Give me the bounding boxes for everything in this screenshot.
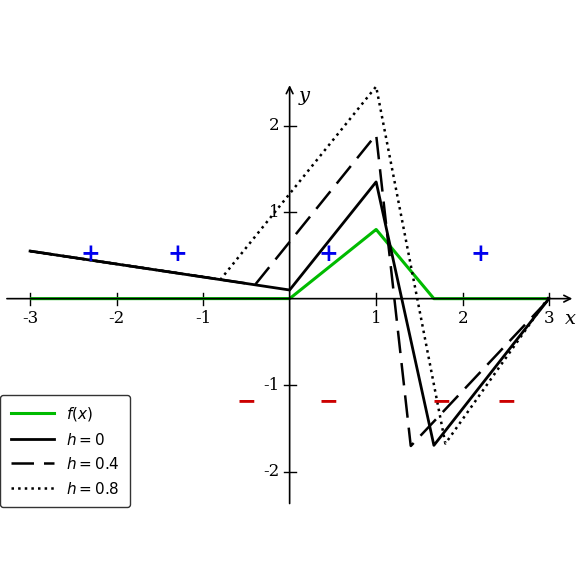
Legend: $f(x)$, $h = 0$, $h = 0.4$, $h = 0.8$: $f(x)$, $h = 0$, $h = 0.4$, $h = 0.8$ <box>1 395 131 508</box>
Text: −: − <box>496 389 516 413</box>
Text: 1: 1 <box>269 204 279 220</box>
Text: +: + <box>81 242 100 266</box>
Text: -1: -1 <box>195 310 211 327</box>
Text: -2: -2 <box>108 310 125 327</box>
Text: −: − <box>431 389 451 413</box>
Text: -2: -2 <box>263 463 279 480</box>
Text: 2: 2 <box>269 117 279 134</box>
Text: +: + <box>318 242 339 266</box>
Text: 3: 3 <box>544 310 554 327</box>
Text: 1: 1 <box>371 310 382 327</box>
Text: -3: -3 <box>22 310 38 327</box>
Text: 2: 2 <box>458 310 468 327</box>
Text: +: + <box>470 242 490 266</box>
Text: y: y <box>298 86 309 104</box>
Text: +: + <box>167 242 187 266</box>
Text: x: x <box>566 310 577 328</box>
Text: -1: -1 <box>263 376 279 394</box>
Text: −: − <box>318 389 339 413</box>
Text: −: − <box>237 389 256 413</box>
